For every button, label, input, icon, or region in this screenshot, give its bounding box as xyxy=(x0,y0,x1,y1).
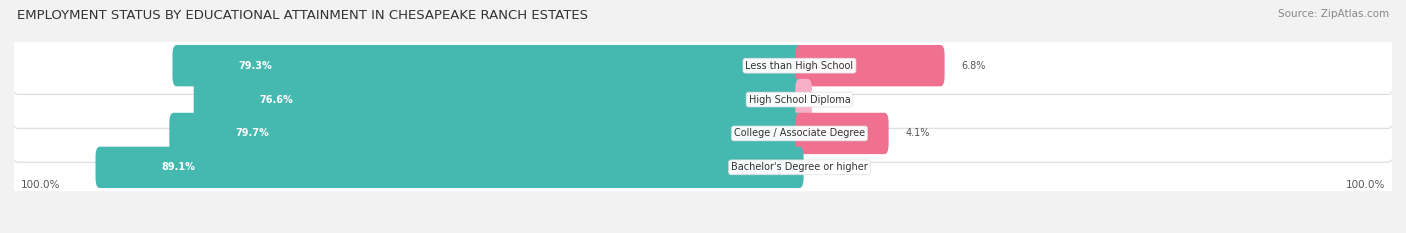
FancyBboxPatch shape xyxy=(11,71,1395,128)
FancyBboxPatch shape xyxy=(169,113,804,154)
Text: 89.1%: 89.1% xyxy=(162,162,195,172)
Text: High School Diploma: High School Diploma xyxy=(748,95,851,105)
Text: 0.4%: 0.4% xyxy=(828,95,853,105)
FancyBboxPatch shape xyxy=(96,147,804,188)
Text: 100.0%: 100.0% xyxy=(21,180,60,190)
FancyBboxPatch shape xyxy=(11,139,1395,196)
Text: Less than High School: Less than High School xyxy=(745,61,853,71)
FancyBboxPatch shape xyxy=(11,105,1395,162)
Text: 0.0%: 0.0% xyxy=(820,162,845,172)
FancyBboxPatch shape xyxy=(796,113,889,154)
Text: 100.0%: 100.0% xyxy=(1346,180,1385,190)
FancyBboxPatch shape xyxy=(173,45,804,86)
FancyBboxPatch shape xyxy=(796,45,945,86)
Text: 76.6%: 76.6% xyxy=(260,95,294,105)
Text: Bachelor's Degree or higher: Bachelor's Degree or higher xyxy=(731,162,868,172)
Text: College / Associate Degree: College / Associate Degree xyxy=(734,128,865,138)
Text: 6.8%: 6.8% xyxy=(962,61,986,71)
FancyBboxPatch shape xyxy=(11,37,1395,94)
FancyBboxPatch shape xyxy=(194,79,804,120)
Text: 79.7%: 79.7% xyxy=(235,128,270,138)
Text: EMPLOYMENT STATUS BY EDUCATIONAL ATTAINMENT IN CHESAPEAKE RANCH ESTATES: EMPLOYMENT STATUS BY EDUCATIONAL ATTAINM… xyxy=(17,9,588,22)
Text: Source: ZipAtlas.com: Source: ZipAtlas.com xyxy=(1278,9,1389,19)
FancyBboxPatch shape xyxy=(796,79,811,120)
Text: 79.3%: 79.3% xyxy=(239,61,273,71)
Text: 4.1%: 4.1% xyxy=(905,128,929,138)
